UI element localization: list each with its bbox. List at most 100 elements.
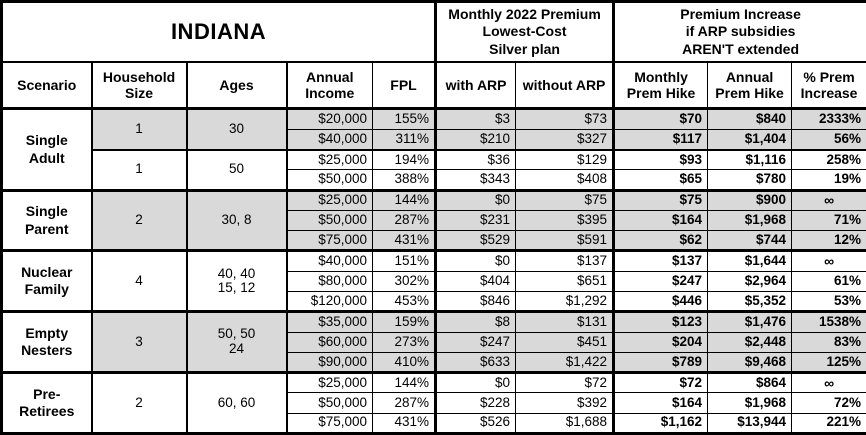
cell-annual-income: $20,000: [285, 108, 373, 130]
cell-ages: 60, 60: [185, 372, 287, 434]
cell-annual-income: $60,000: [285, 332, 373, 353]
cell-fpl: 287%: [371, 392, 436, 414]
cell-fpl: 144%: [371, 190, 436, 211]
cell-without-arp: $591: [515, 230, 614, 251]
cell-with-arp: $0: [434, 190, 516, 211]
cell-monthly-prem-hike: $789: [612, 352, 708, 373]
cell-annual-income: $40,000: [285, 250, 373, 272]
cell-ages: 30, 8: [185, 190, 287, 251]
cell-with-arp: $0: [434, 372, 516, 393]
col-header-annual-hike: Annual Prem Hike: [707, 62, 792, 109]
cell-annual-prem-hike: $1,476: [707, 311, 792, 333]
cell-fpl: 155%: [371, 108, 436, 130]
cell-fpl: 431%: [371, 413, 436, 434]
cell-scenario: Single Adult: [1, 108, 92, 191]
cell-monthly-prem-hike: $70: [612, 108, 708, 130]
cell-without-arp: $408: [515, 169, 614, 191]
cell-fpl: 410%: [371, 352, 436, 373]
cell-annual-income: $50,000: [285, 210, 373, 231]
cell-without-arp: $72: [515, 372, 614, 393]
cell-ages: 50: [185, 149, 287, 191]
cell-annual-prem-hike: $864: [707, 372, 792, 393]
cell-fpl: 311%: [371, 129, 436, 150]
cell-without-arp: $131: [515, 311, 614, 333]
cell-annual-income: $50,000: [285, 169, 373, 191]
cell-annual-income: $25,000: [285, 190, 373, 211]
table-row: Pre- Retirees 2 60, 60 $25,000 144% $0 $72 $72 $…: [1, 372, 866, 434]
increase-group-header: Premium Increase if ARP subsidies AREN'T…: [612, 1, 866, 63]
col-header-household: Household Size: [90, 62, 187, 109]
cell-household-size: 2: [90, 190, 187, 251]
cell-pct-increase: 2333%: [791, 108, 866, 130]
cell-with-arp: $36: [434, 149, 516, 170]
cell-pct-increase: 61%: [791, 271, 866, 292]
cell-household-size: 4: [90, 250, 187, 312]
cell-fpl: 431%: [371, 230, 436, 251]
cell-monthly-prem-hike: $1,162: [612, 413, 708, 434]
cell-annual-prem-hike: $9,468: [707, 352, 792, 373]
cell-annual-prem-hike: $2,964: [707, 271, 792, 292]
cell-monthly-prem-hike: $65: [612, 169, 708, 191]
cell-with-arp: $404: [434, 271, 516, 292]
cell-pct-increase: 56%: [791, 129, 866, 150]
cell-without-arp: $651: [515, 271, 614, 292]
cell-with-arp: $529: [434, 230, 516, 251]
cell-household-size: 2: [90, 372, 187, 434]
cell-household-size: 1: [90, 108, 187, 150]
cell-annual-prem-hike: $1,968: [707, 392, 792, 414]
cell-pct-increase: 12%: [791, 230, 866, 251]
table-row: $40,000 311% $210 $327 $117 $1,404 56%: [1, 129, 866, 150]
cell-annual-prem-hike: $780: [707, 169, 792, 191]
cell-scenario: Empty Nesters: [1, 311, 92, 373]
col-header-with-arp: with ARP: [434, 62, 516, 109]
cell-with-arp: $247: [434, 332, 516, 353]
cell-without-arp: $451: [515, 332, 614, 353]
cell-pct-increase: ∞: [791, 250, 866, 272]
cell-without-arp: $395: [515, 210, 614, 231]
cell-fpl: 194%: [371, 149, 436, 170]
cell-scenario: Pre- Retirees: [1, 372, 92, 434]
cell-pct-increase: 83%: [791, 332, 866, 353]
table-row: $90,000 410% $633 $1,422 $789 $9,468 125%: [1, 352, 866, 373]
table-row: $80,000 302% $404 $651 $247 $2,964 61%: [1, 271, 866, 292]
cell-monthly-prem-hike: $446: [612, 291, 708, 312]
cell-pct-increase: 1538%: [791, 311, 866, 333]
title-row: INDIANA Monthly 2022 Premium Lowest-Cost…: [2, 1, 866, 63]
cell-pct-increase: 221%: [791, 413, 866, 434]
cell-annual-prem-hike: $1,644: [707, 250, 792, 272]
column-header-row: Scenario Household Size Ages Annual Inco…: [1, 62, 866, 109]
cell-pct-increase: ∞: [791, 372, 866, 393]
cell-monthly-prem-hike: $72: [612, 372, 708, 393]
cell-with-arp: $846: [434, 291, 516, 312]
cell-pct-increase: 53%: [791, 291, 866, 312]
cell-monthly-prem-hike: $164: [612, 210, 708, 231]
cell-without-arp: $1,422: [515, 352, 614, 373]
cell-annual-income: $90,000: [285, 352, 373, 373]
cell-annual-prem-hike: $2,448: [707, 332, 792, 353]
cell-ages: 40, 40 15, 12: [185, 250, 287, 312]
cell-monthly-prem-hike: $75: [612, 190, 708, 211]
cell-annual-prem-hike: $744: [707, 230, 792, 251]
cell-annual-prem-hike: $1,404: [707, 129, 792, 150]
cell-annual-prem-hike: $13,944: [707, 413, 792, 434]
col-header-pct-increase: % Prem Increase: [791, 62, 866, 109]
cell-with-arp: $633: [434, 352, 516, 373]
cell-without-arp: $73: [515, 108, 614, 130]
cell-without-arp: $327: [515, 129, 614, 150]
cell-pct-increase: ∞: [791, 190, 866, 211]
cell-with-arp: $210: [434, 129, 516, 150]
cell-with-arp: $526: [434, 413, 516, 434]
cell-fpl: 273%: [371, 332, 436, 353]
cell-pct-increase: 19%: [791, 169, 866, 191]
cell-fpl: 388%: [371, 169, 436, 191]
cell-annual-income: $80,000: [285, 271, 373, 292]
table-row: $50,000 287% $231 $395 $164 $1,968 71%: [1, 210, 866, 231]
table-row: $75,000 431% $529 $591 $62 $744 12%: [1, 230, 866, 251]
cell-monthly-prem-hike: $62: [612, 230, 708, 251]
cell-without-arp: $137: [515, 250, 614, 272]
table-row: $50,000 287% $228 $392 $164 $1,968 72%: [1, 392, 866, 414]
cell-pct-increase: 71%: [791, 210, 866, 231]
cell-annual-income: $120,000: [285, 291, 373, 312]
